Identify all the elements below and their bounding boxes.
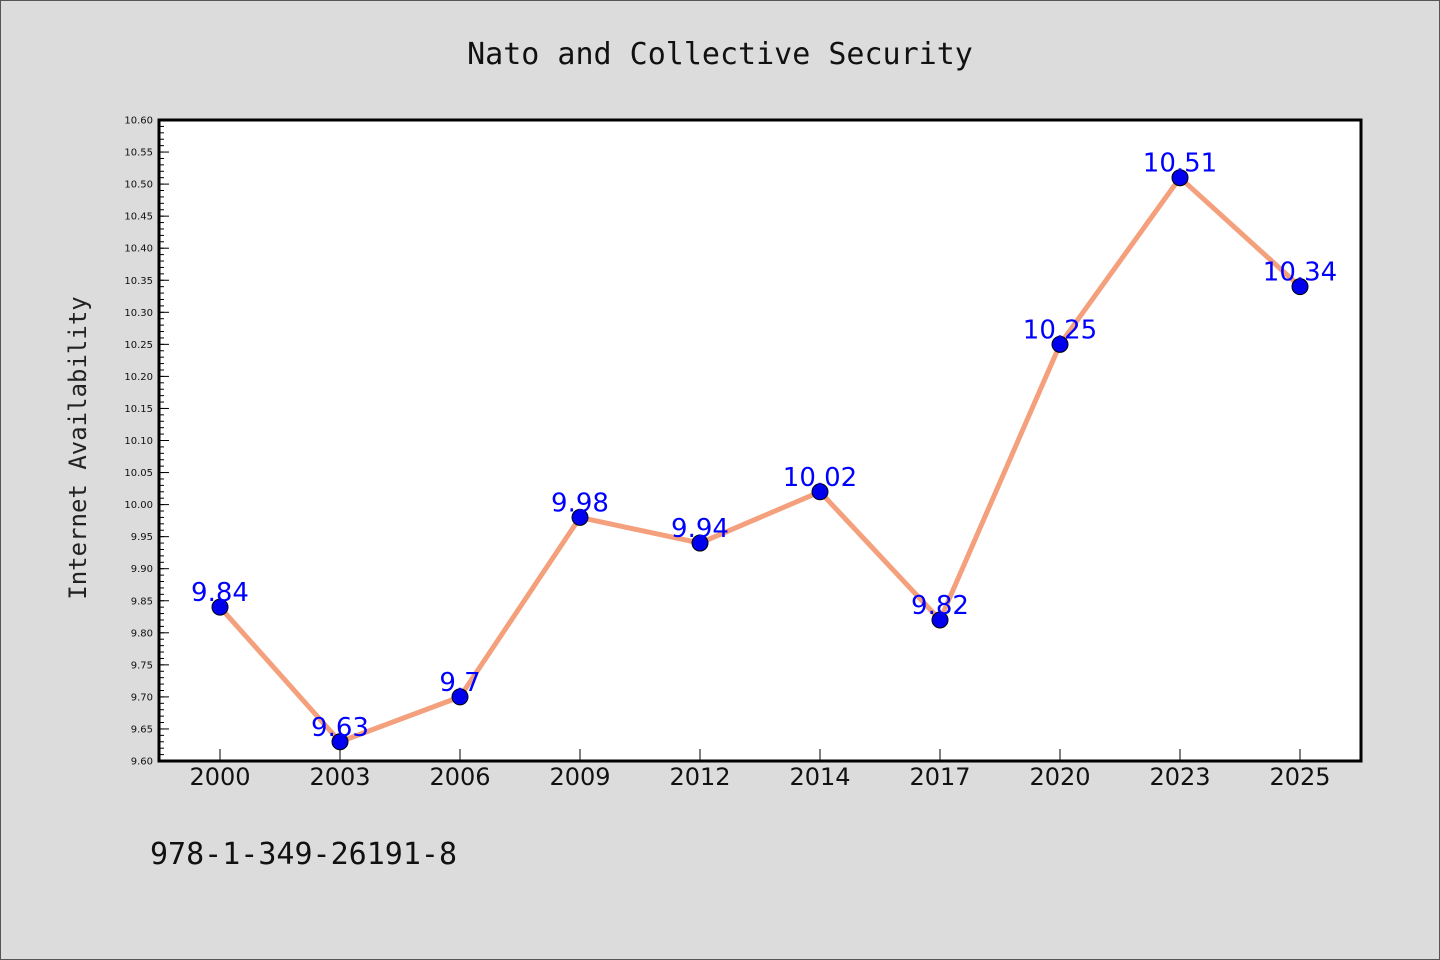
data-label: 9.63 [311,713,369,743]
data-label: 10.34 [1263,258,1337,288]
data-point [931,611,949,629]
x-tick-label: 2009 [549,763,610,791]
y-axis-label: Internet Availability [64,296,92,599]
data-label: 9.98 [551,488,609,518]
y-tick-label: 9.85 [131,596,153,607]
y-tick-label: 9.80 [131,628,153,639]
y-tick-label: 10.35 [124,276,153,287]
x-tick-label: 2006 [429,763,490,791]
y-tick-label: 9.95 [131,532,153,543]
data-point [691,534,709,552]
y-tick-label: 10.60 [124,116,153,127]
data-point [331,733,349,751]
y-tick-label: 10.20 [124,372,153,383]
isbn-annotation: 978-1-349-26191-8 [150,837,457,872]
data-label: 9.7 [439,668,480,698]
y-tick-label: 10.25 [124,340,153,351]
data-point [811,483,829,501]
plot-area [157,118,1363,763]
y-tick-label: 9.70 [131,692,153,703]
x-tick-label: 2020 [1029,763,1090,791]
data-point [1171,169,1189,187]
x-tick-label: 2017 [909,763,970,791]
data-point [1051,335,1069,353]
x-tick-label: 2003 [309,763,370,791]
x-tick-label: 2000 [189,763,250,791]
y-tick-label: 9.90 [131,564,153,575]
x-tick-label: 2014 [789,763,850,791]
y-axis: 9.60 9.65 9.70 9.75 9.80 9.85 9.90 9.95 10.00 10.… [124,116,169,768]
data-point [571,508,589,526]
data-label: 10.02 [783,463,857,493]
data-label: 9.84 [191,578,249,608]
y-tick-label: 10.15 [124,404,153,415]
chart-title: Nato and Collective Security [467,37,973,72]
x-axis: 2000 2003 2006 2009 2012 2014 2017 2020 2023 2025 [189,749,1331,791]
data-label: 9.94 [671,514,729,544]
data-point [211,598,229,616]
y-tick-label: 9.75 [131,660,153,671]
data-label: 10.51 [1143,149,1217,179]
data-point [451,688,469,706]
y-tick-label: 10.55 [124,148,153,159]
y-tick-label: 10.45 [124,212,153,223]
y-tick-label: 10.30 [124,308,153,319]
series-line [218,175,1302,745]
y-tick-label: 10.05 [124,468,153,479]
x-tick-label: 2025 [1269,763,1330,791]
y-tick-label: 10.50 [124,180,153,191]
data-label: 9.82 [911,591,969,621]
data-point [1291,278,1309,296]
y-tick-label: 9.65 [131,724,153,735]
y-tick-label: 9.60 [131,757,153,768]
y-tick-label: 10.00 [124,500,153,511]
y-tick-label: 10.10 [124,436,153,447]
series-line-group: 9.84 9.63 9.7 9.98 9.94 10.02 9.82 10.25 10.51 10… [191,149,1337,751]
data-label: 10.25 [1023,315,1097,345]
x-tick-label: 2012 [669,763,730,791]
x-tick-label: 2023 [1149,763,1210,791]
y-tick-label: 10.40 [124,244,153,255]
